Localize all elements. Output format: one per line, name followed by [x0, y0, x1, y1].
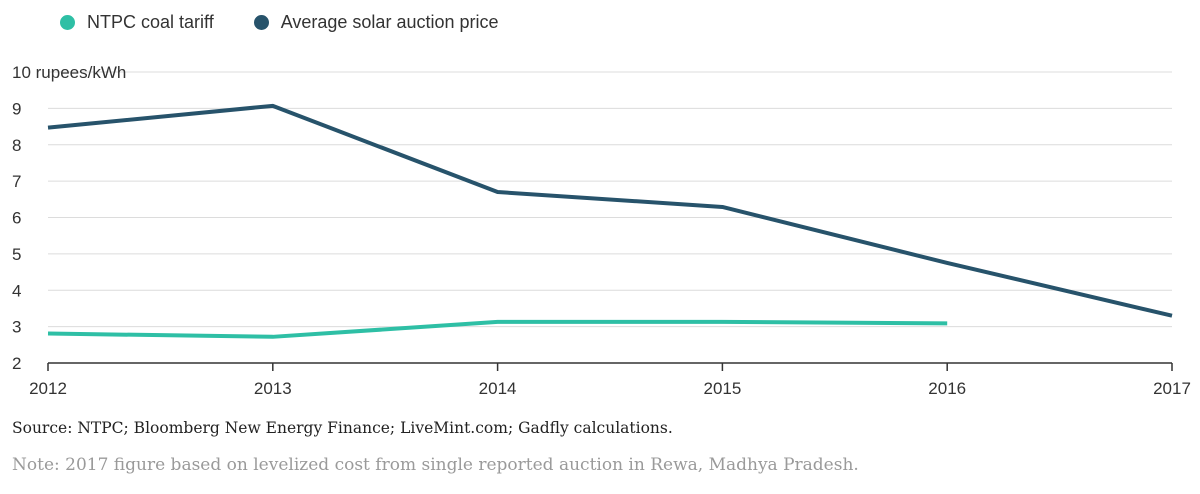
legend-item-coal: NTPC coal tariff: [60, 12, 214, 33]
line-chart: 2 3 4 5 6 7 8 9 10 rupees/kWh 2012 2013 2014 2015 201…: [12, 63, 1191, 398]
x-tick-label: 2013: [254, 379, 292, 398]
y-tick-label: 2: [12, 354, 21, 373]
x-tick-label: 2016: [928, 379, 966, 398]
x-tick-label: 2015: [703, 379, 741, 398]
legend: NTPC coal tariff Average solar auction p…: [60, 12, 539, 33]
series-line-1: [47, 103, 1173, 318]
legend-item-solar: Average solar auction price: [253, 12, 499, 33]
y-tick-label: 7: [12, 172, 21, 191]
legend-marker-coal: [60, 15, 75, 30]
series-line-0: [47, 319, 948, 339]
y-tick-label: 6: [12, 209, 21, 228]
legend-label-coal: NTPC coal tariff: [87, 12, 214, 32]
y-tick-label: 8: [12, 136, 21, 155]
legend-marker-solar: [253, 15, 269, 30]
methodology-note: Note: 2017 figure based on levelized cos…: [12, 455, 859, 475]
y-tick-label: 4: [12, 281, 21, 300]
y-tick-label: 3: [12, 318, 21, 337]
x-tick-label: 2017: [1153, 379, 1191, 398]
x-tick-label: 2012: [29, 379, 67, 398]
legend-label-solar: Average solar auction price: [280, 12, 499, 32]
y-tick-label: 10 rupees/kWh: [12, 63, 126, 82]
source-note: Source: NTPC; Bloomberg New Energy Finan…: [12, 419, 673, 437]
x-tick-label: 2014: [479, 379, 517, 398]
y-tick-label: 5: [12, 245, 21, 264]
y-tick-label: 9: [12, 99, 21, 118]
